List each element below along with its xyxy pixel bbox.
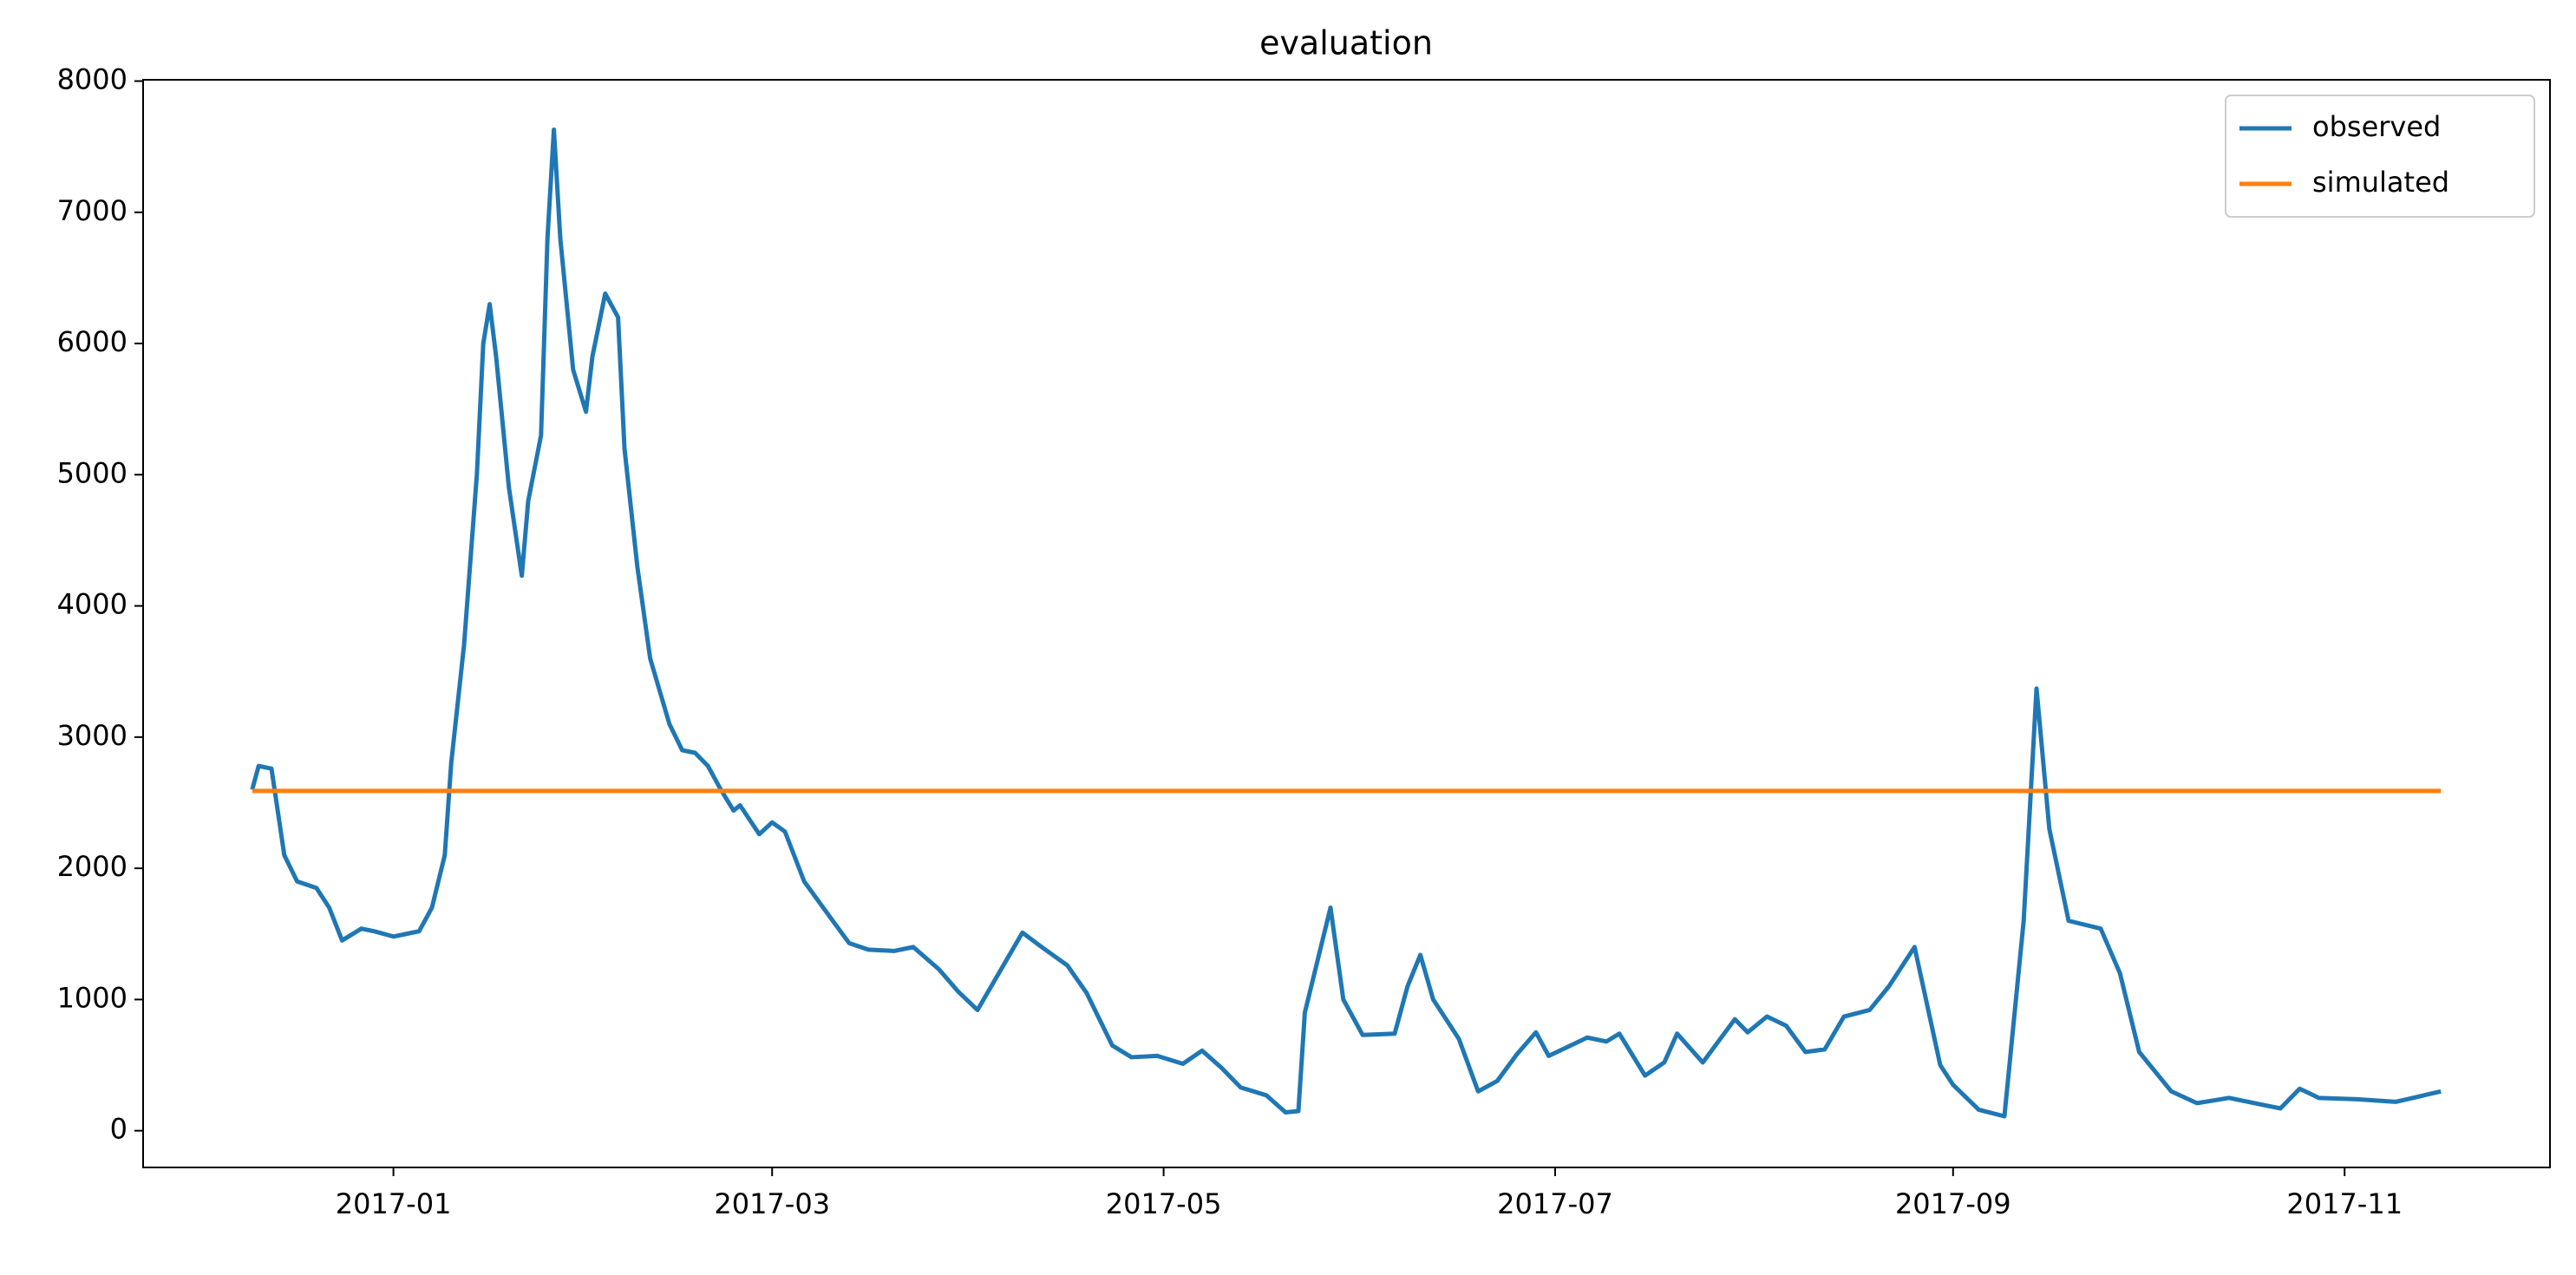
y-tick-label: 4000: [57, 588, 127, 621]
series-line: [250, 127, 2442, 1119]
x-tick-label: 2017-03: [714, 1187, 830, 1220]
x-tick-label: 2017-01: [336, 1187, 452, 1220]
y-tick-label: 8000: [57, 63, 127, 96]
plot-frame: [142, 79, 2551, 1168]
y-tick-label: 0: [110, 1113, 127, 1146]
x-tick-label: 2017-11: [2286, 1187, 2403, 1220]
legend-label: simulated: [2312, 166, 2449, 199]
y-tick-label: 2000: [57, 850, 127, 883]
legend-box: [2225, 95, 2535, 218]
legend-label: observed: [2312, 110, 2441, 143]
y-tick-label: 7000: [57, 194, 127, 227]
x-tick-label: 2017-09: [1895, 1187, 2011, 1220]
x-tick-label: 2017-05: [1106, 1187, 1222, 1220]
y-tick-label: 1000: [57, 981, 127, 1014]
x-tick-label: 2017-07: [1497, 1187, 1613, 1220]
y-tick-label: 3000: [57, 719, 127, 752]
chart-title: evaluation: [1259, 24, 1433, 62]
y-tick-label: 5000: [57, 456, 127, 489]
y-tick-label: 6000: [57, 325, 127, 358]
